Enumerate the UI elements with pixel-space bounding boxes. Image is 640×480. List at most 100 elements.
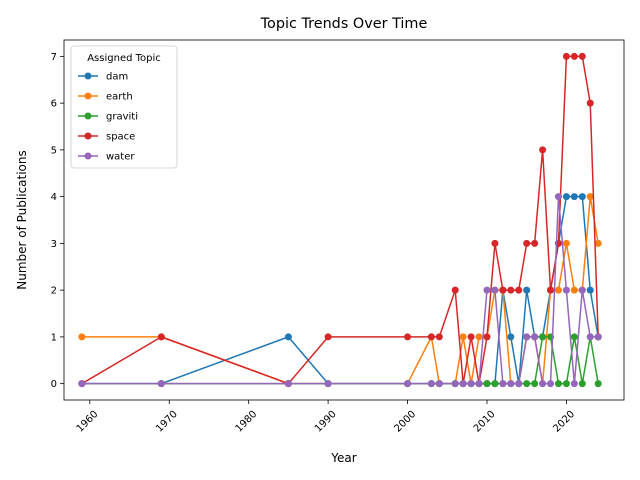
data-point-water [523, 333, 531, 341]
data-point-water [570, 380, 578, 388]
data-point-space [507, 286, 515, 294]
legend-label-space: space [106, 132, 135, 143]
data-point-graviti [491, 380, 499, 388]
data-point-water [324, 380, 332, 388]
x-tick-label: 1970 [154, 409, 180, 435]
series-water [78, 193, 602, 388]
data-point-space [531, 239, 539, 247]
data-point-dam [578, 193, 586, 201]
data-point-water [284, 380, 292, 388]
data-point-water [499, 380, 507, 388]
legend-label-graviti: graviti [106, 112, 138, 123]
data-point-space [578, 52, 586, 60]
data-point-space [523, 239, 531, 247]
plot-frame [63, 39, 625, 401]
data-point-water [435, 380, 443, 388]
y-tick-label: 0 [51, 379, 57, 390]
x-tick-label: 2000 [392, 409, 418, 435]
data-point-water [459, 380, 467, 388]
data-point-water [483, 286, 491, 294]
chart-title: Topic Trends Over Time [260, 16, 428, 32]
data-point-space [570, 52, 578, 60]
data-point-space [499, 286, 507, 294]
data-point-dam [570, 193, 578, 201]
data-point-space [451, 286, 459, 294]
data-point-water [531, 333, 539, 341]
data-point-graviti [483, 380, 491, 388]
legend: Assigned Topic dam earth graviti space water [70, 45, 178, 169]
data-point-graviti [531, 380, 539, 388]
y-tick-label: 1 [51, 332, 57, 343]
data-point-dam [507, 333, 515, 341]
data-point-space [404, 333, 412, 341]
y-tick-label: 2 [51, 286, 57, 297]
data-point-water [547, 380, 555, 388]
data-point-earth [475, 333, 483, 341]
data-point-earth [586, 193, 594, 201]
y-tick-label: 4 [51, 192, 57, 203]
data-point-graviti [554, 380, 562, 388]
y-tick-label: 7 [51, 52, 57, 63]
data-point-water [475, 380, 483, 388]
data-point-space [539, 146, 547, 154]
y-tick-label: 3 [51, 239, 57, 250]
data-point-space [324, 333, 332, 341]
x-tick-label: 1990 [313, 409, 339, 435]
legend-marker-earth [84, 92, 92, 100]
y-axis: 0 1 2 3 4 5 6 7 [51, 52, 64, 390]
data-point-water [586, 333, 594, 341]
data-point-space [547, 286, 555, 294]
series-line-water [81, 195, 599, 385]
data-point-water [594, 333, 602, 341]
data-point-earth [594, 239, 602, 247]
legend-label-earth: earth [106, 92, 133, 103]
series-line-space [81, 55, 599, 385]
series-line-earth [81, 195, 599, 385]
data-point-water [578, 286, 586, 294]
series-layer [78, 52, 602, 388]
data-point-space [515, 286, 523, 294]
legend-marker-space [84, 132, 92, 140]
data-point-space [562, 52, 570, 60]
data-point-graviti [562, 380, 570, 388]
data-point-space [467, 333, 475, 341]
y-tick-label: 6 [51, 99, 57, 110]
x-tick-label: 1980 [234, 409, 260, 435]
data-point-space [586, 99, 594, 107]
data-point-water [404, 380, 412, 388]
x-axis: 1960 1970 1980 1990 2000 2010 2020 [75, 400, 577, 435]
legend-marker-graviti [84, 112, 92, 120]
data-point-earth [562, 239, 570, 247]
data-point-dam [284, 333, 292, 341]
data-point-earth [554, 286, 562, 294]
data-point-earth [78, 333, 86, 341]
data-point-graviti [539, 333, 547, 341]
data-point-water [467, 380, 475, 388]
data-point-water [427, 380, 435, 388]
data-point-space [157, 333, 165, 341]
data-point-earth [459, 333, 467, 341]
data-point-space [435, 333, 443, 341]
y-tick-label: 5 [51, 145, 57, 156]
data-point-water [562, 286, 570, 294]
data-point-water [451, 380, 459, 388]
data-point-water [539, 380, 547, 388]
data-point-dam [562, 193, 570, 201]
data-point-earth [570, 286, 578, 294]
x-tick-label: 2010 [472, 409, 498, 435]
legend-marker-water [84, 152, 92, 160]
x-axis-label: Year [330, 451, 356, 465]
data-point-dam [586, 286, 594, 294]
y-axis-label: Number of Publications [15, 150, 29, 290]
data-point-graviti [523, 380, 531, 388]
data-point-graviti [570, 333, 578, 341]
data-point-space [491, 239, 499, 247]
x-tick-label: 2020 [551, 409, 577, 435]
data-point-water [515, 380, 523, 388]
legend-box [70, 45, 178, 169]
legend-label-dam: dam [106, 72, 128, 83]
data-point-graviti [594, 380, 602, 388]
legend-label-water: water [106, 152, 135, 163]
data-point-space [427, 333, 435, 341]
